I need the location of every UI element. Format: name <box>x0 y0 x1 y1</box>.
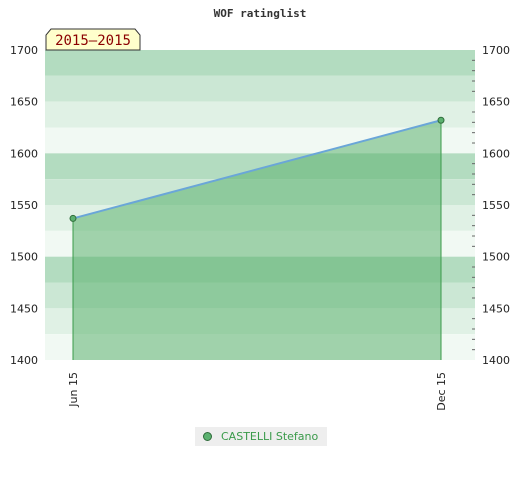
y-axis-left: 1400 1450 1500 1550 1600 1650 1700 <box>10 44 38 367</box>
grid-band <box>45 75 475 102</box>
x-axis: Jun 15 Dec 15 <box>67 372 448 411</box>
y-tick-label: 1700 <box>482 44 510 57</box>
period-badge-label: 2015–2015 <box>55 33 131 49</box>
chart-title: WOF ratinglist <box>214 7 307 20</box>
y-axis-right: 1400 1450 1500 1550 1600 1650 1700 <box>472 44 510 367</box>
series-line <box>72 119 442 220</box>
y-tick-label: 1450 <box>482 302 510 315</box>
y-tick-label: 1500 <box>10 251 38 264</box>
grid-band <box>45 50 475 76</box>
y-tick-label: 1700 <box>10 44 38 57</box>
y-tick-label: 1600 <box>482 147 510 160</box>
legend-marker-icon <box>203 432 212 441</box>
y-tick-label: 1550 <box>482 199 510 212</box>
legend-label: CASTELLI Stefano <box>221 430 319 443</box>
grid-band <box>45 101 475 128</box>
y-tick-label: 1600 <box>10 147 38 160</box>
y-tick-label: 1650 <box>10 96 38 109</box>
series-points <box>69 116 445 222</box>
series-area-edges <box>72 120 442 360</box>
y-tick-label: 1400 <box>482 354 510 367</box>
series-area <box>73 120 441 361</box>
x-tick-label: Jun 15 <box>67 372 80 408</box>
period-badge: 2015–2015 <box>45 28 141 51</box>
y-tick-label: 1450 <box>10 302 38 315</box>
y-tick-label: 1500 <box>482 251 510 264</box>
data-point[interactable] <box>437 116 445 124</box>
data-point[interactable] <box>69 214 77 222</box>
y-tick-label: 1550 <box>10 199 38 212</box>
legend[interactable]: CASTELLI Stefano <box>195 427 327 446</box>
period-badge-box <box>45 28 141 51</box>
y-tick-label: 1400 <box>10 354 38 367</box>
x-tick-label: Dec 15 <box>435 372 448 411</box>
y-tick-label: 1650 <box>482 96 510 109</box>
